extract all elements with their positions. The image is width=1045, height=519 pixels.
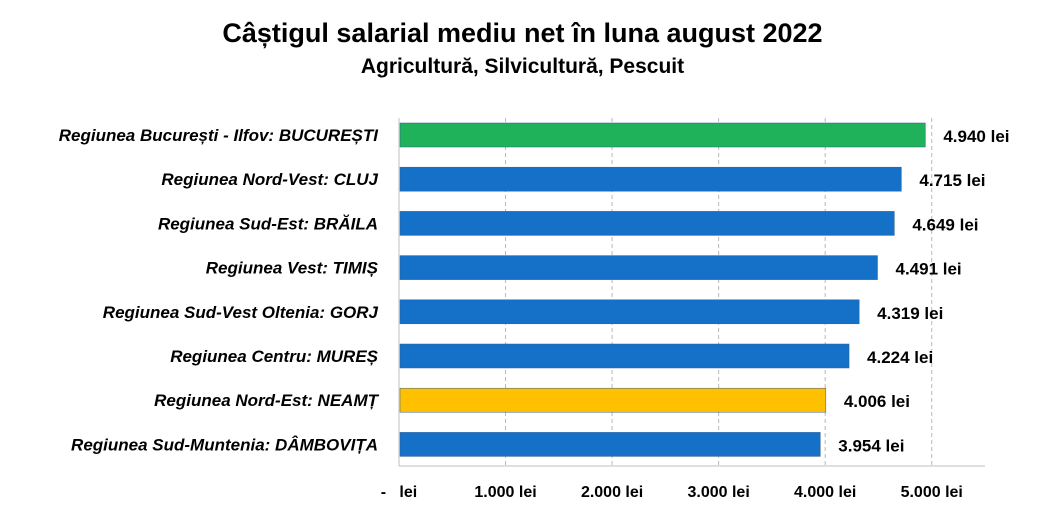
- data-label: 4.006 lei: [844, 392, 910, 411]
- category-label: Regiunea Nord-Est: NEAMȚ: [154, 391, 379, 410]
- bars: [399, 122, 926, 457]
- chart-subtitle: Agricultură, Silvicultură, Pescuit: [360, 55, 685, 78]
- bar: [399, 122, 926, 148]
- x-tick-label: 5.000 lei: [901, 484, 963, 501]
- x-tick-label: 2.000 lei: [581, 484, 643, 501]
- data-label: 3.954 lei: [838, 436, 904, 455]
- data-label: 4.940 lei: [943, 127, 1009, 146]
- category-labels: Regiunea București - Ilfov: BUCUREȘTI Reg…: [59, 126, 380, 454]
- bar: [399, 166, 902, 192]
- data-label: 4.224 lei: [867, 348, 933, 367]
- data-label: 4.715 lei: [919, 171, 985, 190]
- bar: [399, 432, 821, 457]
- category-label: Regiunea Sud-Est: BRĂILA: [158, 214, 378, 233]
- value-labels: 4.940 lei 4.715 lei 4.649 lei 4.491 lei 4.31…: [838, 127, 1009, 455]
- bar: [399, 211, 895, 236]
- data-label: 4.649 lei: [912, 215, 978, 234]
- category-label: Regiunea Centru: MUREȘ: [170, 347, 378, 366]
- category-label: Regiunea Vest: TIMIȘ: [206, 259, 379, 278]
- data-label: 4.491 lei: [895, 260, 961, 279]
- x-tick-label: - lei: [381, 484, 417, 501]
- bar: [399, 255, 878, 280]
- bar: [399, 343, 850, 369]
- category-label: Regiunea Sud-Vest Oltenia: GORJ: [103, 303, 379, 322]
- bar: [399, 299, 860, 325]
- data-label: 4.319 lei: [877, 304, 943, 323]
- tick-labels: - lei 1.000 lei 2.000 lei 3.000 lei 4.000 le…: [381, 484, 963, 501]
- category-label: Regiunea Nord-Vest: CLUJ: [161, 170, 378, 189]
- category-label: Regiunea Sud-Muntenia: DÂMBOVIȚA: [71, 435, 378, 454]
- x-tick-label: 1.000 lei: [474, 484, 536, 501]
- x-tick-label: 3.000 lei: [687, 484, 749, 501]
- bar: [399, 387, 827, 413]
- category-label: Regiunea București - Ilfov: BUCUREȘTI: [59, 126, 380, 145]
- chart-title: Câștigul salarial mediu net în luna augu…: [222, 18, 823, 48]
- x-tick-label: 4.000 lei: [794, 484, 856, 501]
- x-axis: [398, 118, 985, 467]
